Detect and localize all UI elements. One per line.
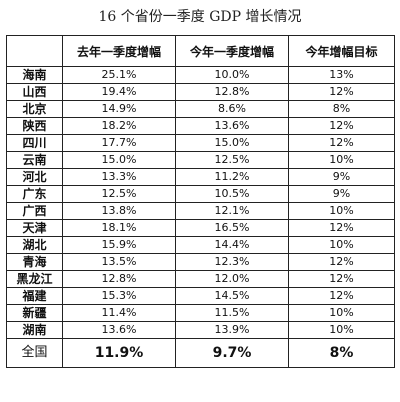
last-year-cell: 18.2% (62, 117, 176, 135)
province-cell: 福建 (6, 287, 63, 305)
last-year-cell: 15.9% (62, 236, 176, 254)
table-row: 北京 14.9% 8.6% 8% (6, 100, 395, 118)
province-cell: 河北 (6, 168, 63, 186)
last-year-cell: 12.8% (62, 270, 176, 288)
target-cell: 12% (288, 219, 395, 237)
this-year-cell: 11.2% (175, 168, 289, 186)
table-header-row: 去年一季度增幅 今年一季度增幅 今年增幅目标 (6, 35, 395, 67)
this-year-cell: 10.5% (175, 185, 289, 203)
province-cell: 陕西 (6, 117, 63, 135)
target-cell: 9% (288, 185, 395, 203)
province-cell: 天津 (6, 219, 63, 237)
header-province (6, 35, 63, 67)
province-cell: 广西 (6, 202, 63, 220)
target-cell: 10% (288, 321, 395, 339)
province-cell: 北京 (6, 100, 63, 118)
table-row: 陕西 18.2% 13.6% 12% (6, 117, 395, 135)
this-year-cell: 15.0% (175, 134, 289, 152)
this-year-cell: 12.5% (175, 151, 289, 169)
last-year-cell: 12.5% (62, 185, 176, 203)
total-last-year: 11.9% (62, 338, 176, 368)
last-year-cell: 13.6% (62, 321, 176, 339)
target-cell: 12% (288, 134, 395, 152)
table-row: 青海 13.5% 12.3% 12% (6, 253, 395, 271)
table-row: 黑龙江 12.8% 12.0% 12% (6, 270, 395, 288)
this-year-cell: 14.4% (175, 236, 289, 254)
total-this-year: 9.7% (175, 338, 289, 368)
this-year-cell: 13.9% (175, 321, 289, 339)
last-year-cell: 13.8% (62, 202, 176, 220)
this-year-cell: 12.1% (175, 202, 289, 220)
target-cell: 10% (288, 151, 395, 169)
this-year-cell: 12.3% (175, 253, 289, 271)
target-cell: 12% (288, 287, 395, 305)
last-year-cell: 11.4% (62, 304, 176, 322)
province-cell: 黑龙江 (6, 270, 63, 288)
table-row: 河北 13.3% 11.2% 9% (6, 168, 395, 186)
table-row: 新疆 11.4% 11.5% 10% (6, 304, 395, 322)
table-row: 广东 12.5% 10.5% 9% (6, 185, 395, 203)
target-cell: 13% (288, 66, 395, 84)
this-year-cell: 14.5% (175, 287, 289, 305)
province-cell: 新疆 (6, 304, 63, 322)
header-last-year-q1-growth: 去年一季度增幅 (62, 35, 176, 67)
table-row: 云南 15.0% 12.5% 10% (6, 151, 395, 169)
last-year-cell: 18.1% (62, 219, 176, 237)
table-row: 山西 19.4% 12.8% 12% (6, 83, 395, 101)
target-cell: 12% (288, 117, 395, 135)
last-year-cell: 13.3% (62, 168, 176, 186)
target-cell: 12% (288, 83, 395, 101)
last-year-cell: 13.5% (62, 253, 176, 271)
province-cell: 海南 (6, 66, 63, 84)
province-cell: 青海 (6, 253, 63, 271)
target-cell: 10% (288, 304, 395, 322)
last-year-cell: 15.0% (62, 151, 176, 169)
table-total-row: 全国 11.9% 9.7% 8% (6, 338, 395, 368)
page-title: 16 个省份一季度 GDP 增长情况 (98, 9, 302, 25)
target-cell: 9% (288, 168, 395, 186)
this-year-cell: 10.0% (175, 66, 289, 84)
table-row: 天津 18.1% 16.5% 12% (6, 219, 395, 237)
this-year-cell: 12.0% (175, 270, 289, 288)
this-year-cell: 11.5% (175, 304, 289, 322)
table-row: 四川 17.7% 15.0% 12% (6, 134, 395, 152)
province-cell: 湖南 (6, 321, 63, 339)
target-cell: 12% (288, 253, 395, 271)
province-cell: 山西 (6, 83, 63, 101)
table-body: 海南 25.1% 10.0% 13% 山西 19.4% 12.8% 12% 北京 14.9% 8.6… (6, 66, 395, 339)
province-cell: 湖北 (6, 236, 63, 254)
header-this-year-target: 今年增幅目标 (288, 35, 395, 67)
this-year-cell: 12.8% (175, 83, 289, 101)
this-year-cell: 8.6% (175, 100, 289, 118)
last-year-cell: 14.9% (62, 100, 176, 118)
last-year-cell: 25.1% (62, 66, 176, 84)
target-cell: 8% (288, 100, 395, 118)
target-cell: 12% (288, 270, 395, 288)
this-year-cell: 16.5% (175, 219, 289, 237)
province-cell: 云南 (6, 151, 63, 169)
table-row: 湖北 15.9% 14.4% 10% (6, 236, 395, 254)
last-year-cell: 17.7% (62, 134, 176, 152)
target-cell: 10% (288, 236, 395, 254)
this-year-cell: 13.6% (175, 117, 289, 135)
province-cell: 四川 (6, 134, 63, 152)
last-year-cell: 19.4% (62, 83, 176, 101)
gdp-growth-table: 去年一季度增幅 今年一季度增幅 今年增幅目标 海南 25.1% 10.0% 13% 山西… (6, 35, 395, 368)
total-label: 全国 (6, 338, 63, 368)
total-target: 8% (288, 338, 395, 368)
table-row: 湖南 13.6% 13.9% 10% (6, 321, 395, 339)
header-this-year-q1-growth: 今年一季度增幅 (175, 35, 289, 67)
province-cell: 广东 (6, 185, 63, 203)
table-row: 福建 15.3% 14.5% 12% (6, 287, 395, 305)
target-cell: 10% (288, 202, 395, 220)
table-row: 海南 25.1% 10.0% 13% (6, 66, 395, 84)
table-row: 广西 13.8% 12.1% 10% (6, 202, 395, 220)
last-year-cell: 15.3% (62, 287, 176, 305)
